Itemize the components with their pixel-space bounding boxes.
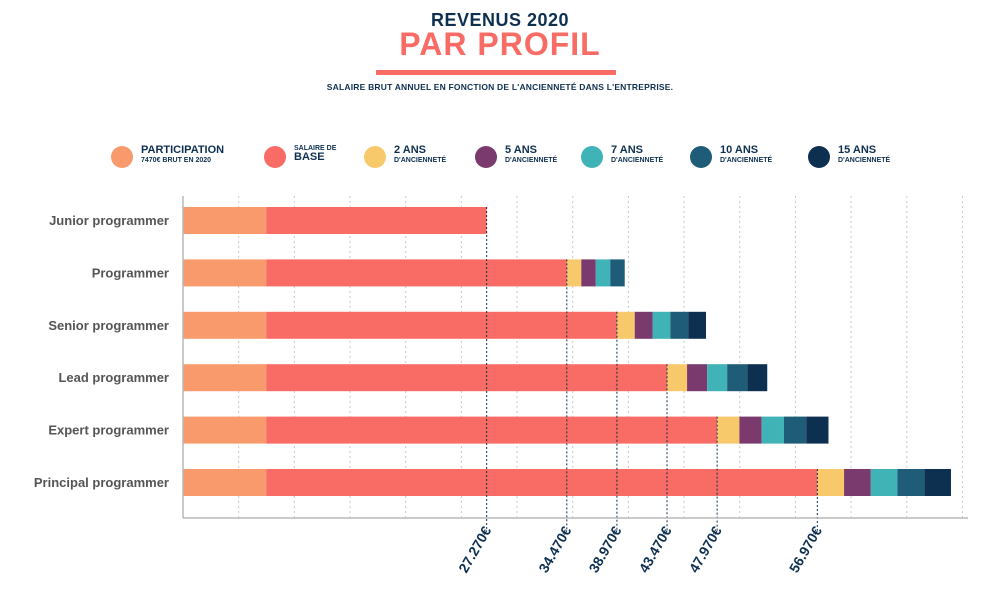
- bar-segment: [924, 469, 951, 496]
- category-label: Expert programmer: [48, 423, 169, 438]
- bar-segment: [761, 416, 784, 444]
- bar-segment: [652, 311, 671, 339]
- legend-label-line2: D'ANCIENNETÉ: [505, 156, 558, 164]
- chart-title-line2: PAR PROFIL: [399, 26, 601, 62]
- bar-segment: [667, 364, 688, 392]
- bar-segment: [747, 364, 768, 392]
- bar-segment: [870, 469, 898, 496]
- bar-segment: [707, 364, 728, 392]
- chart-subtitle: SALAIRE BRUT ANNUEL EN FONCTION DE L'ANC…: [326, 82, 674, 92]
- bar-segment: [595, 259, 611, 287]
- bar-segment: [783, 416, 807, 444]
- bar-segment: [806, 416, 829, 444]
- legend-label-line2: 7470€ BRUT EN 2020: [141, 156, 212, 164]
- legend-label-line2: D'ANCIENNETÉ: [720, 156, 773, 164]
- legend-label-line2: BASE: [294, 151, 325, 164]
- bar-segment: [610, 259, 625, 287]
- bar-segment: [183, 416, 267, 444]
- bar-segment: [688, 311, 706, 339]
- legend-label-line1: 15 ANS: [838, 144, 877, 156]
- category-label: Junior programmer: [49, 213, 169, 228]
- bar-segment: [687, 364, 708, 392]
- bar-segment: [266, 207, 487, 234]
- legend-label: 10 ANS D'ANCIENNETÉ: [720, 144, 773, 164]
- legend-label-line1: 10 ANS: [720, 144, 759, 156]
- legend-swatch: [808, 146, 830, 168]
- bar-segment: [727, 364, 748, 392]
- legend-label: 5 ANS D'ANCIENNETÉ: [505, 144, 558, 164]
- title-underline: [376, 70, 616, 75]
- bar-segment: [581, 259, 596, 287]
- bar-segment: [266, 416, 718, 444]
- category-label: Programmer: [92, 265, 169, 280]
- bar-segment: [897, 469, 925, 496]
- legend-label-line1: SALAIRE DE: [294, 145, 337, 152]
- legend-label: SALAIRE DE BASE: [294, 145, 336, 164]
- legend-label: 7 ANS D'ANCIENNETÉ: [611, 144, 664, 164]
- legend-label-line1: 5 ANS: [505, 144, 537, 156]
- reference-value-label: 38.970€: [585, 523, 624, 575]
- legend-swatch: [581, 146, 603, 168]
- bar-segment: [183, 311, 267, 339]
- reference-value-label: 43.470€: [635, 523, 674, 575]
- bar-segment: [266, 364, 668, 392]
- legend-label-line1: PARTICIPATION: [141, 144, 225, 156]
- bar-segment: [566, 259, 582, 287]
- bar-segment: [616, 311, 635, 339]
- bar-segment: [183, 259, 267, 287]
- bar-segment: [844, 469, 871, 496]
- bar-segment: [266, 259, 567, 287]
- legend-label-line2: D'ANCIENNETÉ: [838, 156, 891, 164]
- legend-label: 15 ANS D'ANCIENNETÉ: [838, 144, 891, 164]
- legend-label: 2 ANS D'ANCIENNETÉ: [394, 144, 447, 164]
- legend-label-line1: 7 ANS: [611, 144, 643, 156]
- bar-segment: [183, 469, 267, 496]
- legend-label: PARTICIPATION 7470€ BRUT EN 2020: [141, 144, 225, 164]
- chart-title-line1: REVENUS 2020: [430, 10, 570, 30]
- legend-swatch: [475, 146, 497, 168]
- reference-value-label: 47.970€: [686, 523, 725, 575]
- reference-value-label: 27.270€: [455, 523, 494, 575]
- legend-swatch: [690, 146, 712, 168]
- bar-segment: [183, 364, 267, 392]
- category-label: Senior programmer: [48, 318, 169, 333]
- legend-swatch: [111, 146, 133, 168]
- reference-value-label: 56.970€: [786, 523, 825, 575]
- bar-segment: [266, 311, 617, 339]
- bar-segment: [817, 469, 845, 496]
- legend-label-line2: D'ANCIENNETÉ: [611, 156, 664, 164]
- bar-segment: [717, 416, 740, 444]
- legend-label-line2: D'ANCIENNETÉ: [394, 156, 447, 164]
- legend-swatch: [264, 146, 286, 168]
- bar-segment: [739, 416, 762, 444]
- category-label: Lead programmer: [58, 370, 169, 385]
- legend-swatch: [364, 146, 386, 168]
- bar-segment: [670, 311, 689, 339]
- legend-label-line1: 2 ANS: [394, 144, 426, 156]
- category-label: Principal programmer: [34, 475, 169, 490]
- bar-segment: [183, 207, 267, 234]
- bar-segment: [266, 469, 818, 496]
- reference-value-label: 34.470€: [535, 523, 574, 575]
- bar-segment: [634, 311, 653, 339]
